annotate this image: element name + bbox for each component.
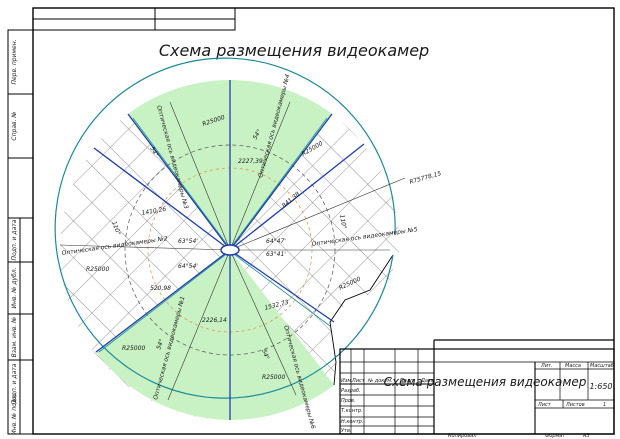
title-block-title: Схема размещения видеокамер xyxy=(384,375,587,389)
angle-label: 63°41' xyxy=(266,251,286,258)
title-block xyxy=(339,339,615,435)
scale-label: Масштаб xyxy=(590,363,614,369)
boundary-circle xyxy=(54,57,396,399)
col-header: Изм. xyxy=(341,378,353,384)
angle-label: 110° xyxy=(110,220,122,236)
outer-radius-label: R75778,15 xyxy=(409,170,443,186)
angle-label: 54° xyxy=(252,128,263,141)
coverage-sector-bottom xyxy=(96,250,334,421)
dimension-label: 2227,39 xyxy=(238,158,263,165)
angle-label: 110° xyxy=(338,214,347,229)
format-value: А3 xyxy=(582,433,590,439)
col-header: Подп. xyxy=(400,378,415,384)
sidebar-label: Подп. и дата xyxy=(11,363,18,404)
radius-label: R25000 xyxy=(262,374,285,381)
dimension-label: 1410,26 xyxy=(141,206,167,217)
copied-label: Копировал xyxy=(448,433,477,439)
angle-label: 54° xyxy=(155,338,165,350)
angle-label: 54° xyxy=(260,348,270,360)
angle-label: 64°47' xyxy=(266,238,286,245)
sector-lines xyxy=(93,80,365,420)
mass-label: Масса xyxy=(565,363,581,369)
sidebar-labels: Перв. примен. Справ. № Подп. и дата Инв.… xyxy=(11,39,18,434)
row-label: Т.контр. xyxy=(341,408,363,414)
left-sidebar xyxy=(7,29,34,435)
sidebar-label: Инв. № подл. xyxy=(11,393,18,434)
cutout xyxy=(330,250,420,385)
col-header: Лист xyxy=(351,378,366,384)
camera-hub xyxy=(220,244,240,256)
cutout-edge xyxy=(329,254,394,386)
sidebar-label: Перв. примен. xyxy=(11,39,18,84)
dimension-label: 520,98 xyxy=(150,285,171,292)
camera-diagram: R25000 R25000 R25000 R25000 R25000 R2500… xyxy=(54,57,443,430)
row-label: Пров. xyxy=(341,398,356,404)
lit-label: Лит. xyxy=(540,363,553,369)
row-label: Разраб. xyxy=(341,388,361,394)
sidebar-label: Подп. и дата xyxy=(11,219,18,260)
col-header: № докум. xyxy=(367,378,393,384)
sheets-label: Листов xyxy=(565,402,585,408)
drawing-title: Схема размещения видеокамер xyxy=(159,41,429,60)
sidebar-label: Взам. инв. № xyxy=(11,317,18,358)
sheet-label: Лист xyxy=(537,402,552,408)
top-stamp xyxy=(32,7,236,31)
format-label: Формат xyxy=(545,433,566,439)
scale-value: 1:650 xyxy=(589,382,612,391)
sheets-value: 1 xyxy=(603,402,606,408)
radius-label: R25000 xyxy=(122,345,145,352)
col-header: Дата xyxy=(420,378,434,384)
row-label: Н.контр. xyxy=(341,419,363,425)
sidebar-label: Инв. № дубл. xyxy=(11,267,18,308)
title-block-text: Изм. Лист № докум. Подп. Дата Разраб. Пр… xyxy=(341,363,614,434)
radius-label: R25000 xyxy=(86,266,109,273)
angle-label: 64°54' xyxy=(178,263,198,270)
sidebar-label: Справ. № xyxy=(11,111,18,140)
angle-label: 54° xyxy=(148,146,159,159)
angle-label: 63°54' xyxy=(178,238,198,245)
dimension-label: 2226,14 xyxy=(202,317,227,324)
row-label: Утв. xyxy=(341,428,352,434)
